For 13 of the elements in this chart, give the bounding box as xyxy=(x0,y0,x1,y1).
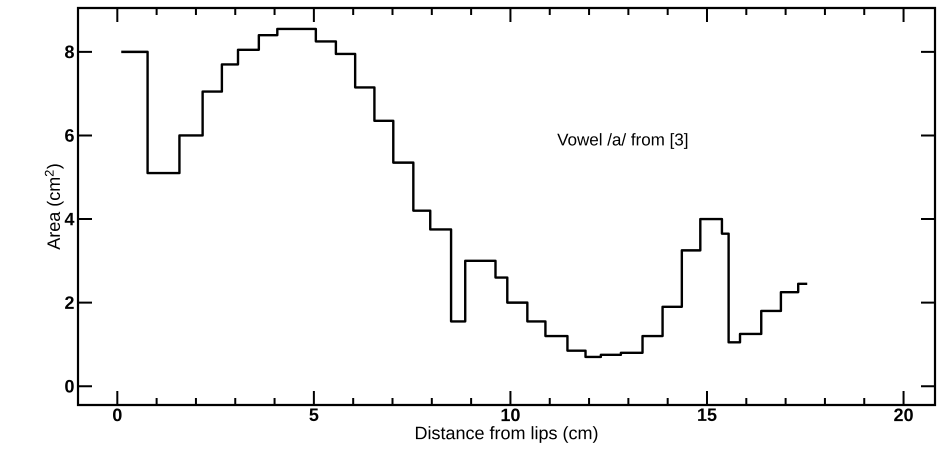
annotation: Vowel /a/ from [3] xyxy=(557,133,688,149)
y-axis-title: Area (cm$^{2}$) xyxy=(44,164,64,250)
y-tick-label: 0 xyxy=(65,380,74,393)
y-tick-label: 2 xyxy=(65,296,74,309)
y-tick-label: 4 xyxy=(64,212,74,226)
y-tick-label: 8 xyxy=(65,46,74,58)
x-tick-label: 10 xyxy=(502,408,520,422)
x-tick-label: 5 xyxy=(309,408,318,422)
x-tick-label: 20 xyxy=(894,408,913,422)
x-axis-title: Distance from lips (cm) xyxy=(416,426,598,443)
x-tick-label: 15 xyxy=(698,408,717,422)
x-tick-label: 0 xyxy=(113,408,122,422)
y-tick-label: 6 xyxy=(65,129,74,142)
